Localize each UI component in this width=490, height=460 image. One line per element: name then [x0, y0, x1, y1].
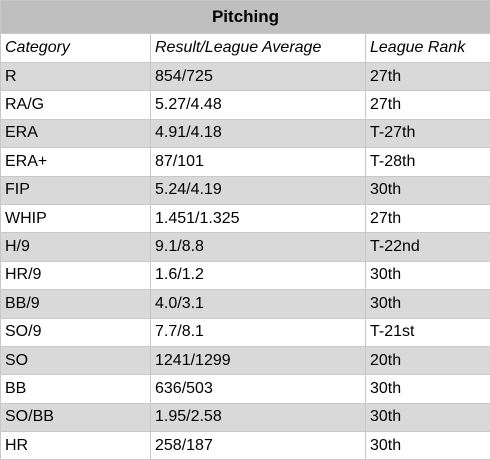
- category-cell: SO/9: [0, 317, 151, 347]
- rank-cell: 30th: [365, 431, 490, 460]
- header-row: Category Result/League Average League Rank: [0, 33, 490, 63]
- rank-cell: T-22nd: [365, 232, 490, 262]
- data-row: BB 636/503 30th: [0, 374, 490, 404]
- data-row: ERA+ 87/101 T-28th: [0, 147, 490, 177]
- category-cell: H/9: [0, 232, 151, 262]
- data-row: RA/G 5.27/4.48 27th: [0, 90, 490, 120]
- rank-cell: 20th: [365, 345, 490, 376]
- data-row: FIP 5.24/4.19 30th: [0, 175, 490, 205]
- result-cell: 1.95/2.58: [150, 402, 366, 433]
- data-row: SO/9 7.7/8.1 T-21st: [0, 317, 490, 347]
- data-row: ERA 4.91/4.18 T-27th: [0, 118, 490, 149]
- data-row: SO/BB 1.95/2.58 30th: [0, 402, 490, 433]
- data-row: SO 1241/1299 20th: [0, 345, 490, 376]
- rank-cell: 30th: [365, 175, 490, 205]
- category-cell: HR/9: [0, 260, 151, 291]
- category-cell: BB: [0, 374, 151, 404]
- rank-cell: 30th: [365, 260, 490, 291]
- rank-cell: 30th: [365, 289, 490, 319]
- result-cell: 1241/1299: [150, 345, 366, 376]
- result-cell: 5.27/4.48: [150, 90, 366, 120]
- category-cell: ERA: [0, 118, 151, 149]
- table-title: Pitching: [0, 0, 490, 34]
- result-cell: 87/101: [150, 147, 366, 177]
- category-cell: BB/9: [0, 289, 151, 319]
- data-row: HR 258/187 30th: [0, 431, 490, 460]
- header-cell: League Rank: [365, 33, 490, 63]
- category-cell: HR: [0, 431, 151, 460]
- rank-cell: T-27th: [365, 118, 490, 149]
- title-row: Pitching: [0, 0, 490, 34]
- data-row: R 854/725 27th: [0, 61, 490, 92]
- category-cell: SO: [0, 345, 151, 376]
- category-cell: R: [0, 61, 151, 92]
- data-row: BB/9 4.0/3.1 30th: [0, 289, 490, 319]
- result-cell: 4.0/3.1: [150, 289, 366, 319]
- result-cell: 636/503: [150, 374, 366, 404]
- table-body: Category Result/League Average League Rank…: [0, 33, 490, 460]
- rank-cell: 27th: [365, 203, 490, 234]
- result-cell: 258/187: [150, 431, 366, 460]
- rank-cell: 30th: [365, 402, 490, 433]
- rank-cell: T-28th: [365, 147, 490, 177]
- rank-cell: T-21st: [365, 317, 490, 347]
- result-cell: 7.7/8.1: [150, 317, 366, 347]
- category-cell: ERA+: [0, 147, 151, 177]
- category-cell: RA/G: [0, 90, 151, 120]
- result-cell: 1.6/1.2: [150, 260, 366, 291]
- header-cell: Category: [0, 33, 151, 63]
- category-cell: SO/BB: [0, 402, 151, 433]
- rank-cell: 30th: [365, 374, 490, 404]
- result-cell: 5.24/4.19: [150, 175, 366, 205]
- result-cell: 854/725: [150, 61, 366, 92]
- data-row: WHIP 1.451/1.325 27th: [0, 203, 490, 234]
- header-cell: Result/League Average: [150, 33, 366, 63]
- category-cell: FIP: [0, 175, 151, 205]
- rank-cell: 27th: [365, 61, 490, 92]
- result-cell: 9.1/8.8: [150, 232, 366, 262]
- data-row: HR/9 1.6/1.2 30th: [0, 260, 490, 291]
- category-cell: WHIP: [0, 203, 151, 234]
- rank-cell: 27th: [365, 90, 490, 120]
- result-cell: 1.451/1.325: [150, 203, 366, 234]
- data-row: H/9 9.1/8.8 T-22nd: [0, 232, 490, 262]
- result-cell: 4.91/4.18: [150, 118, 366, 149]
